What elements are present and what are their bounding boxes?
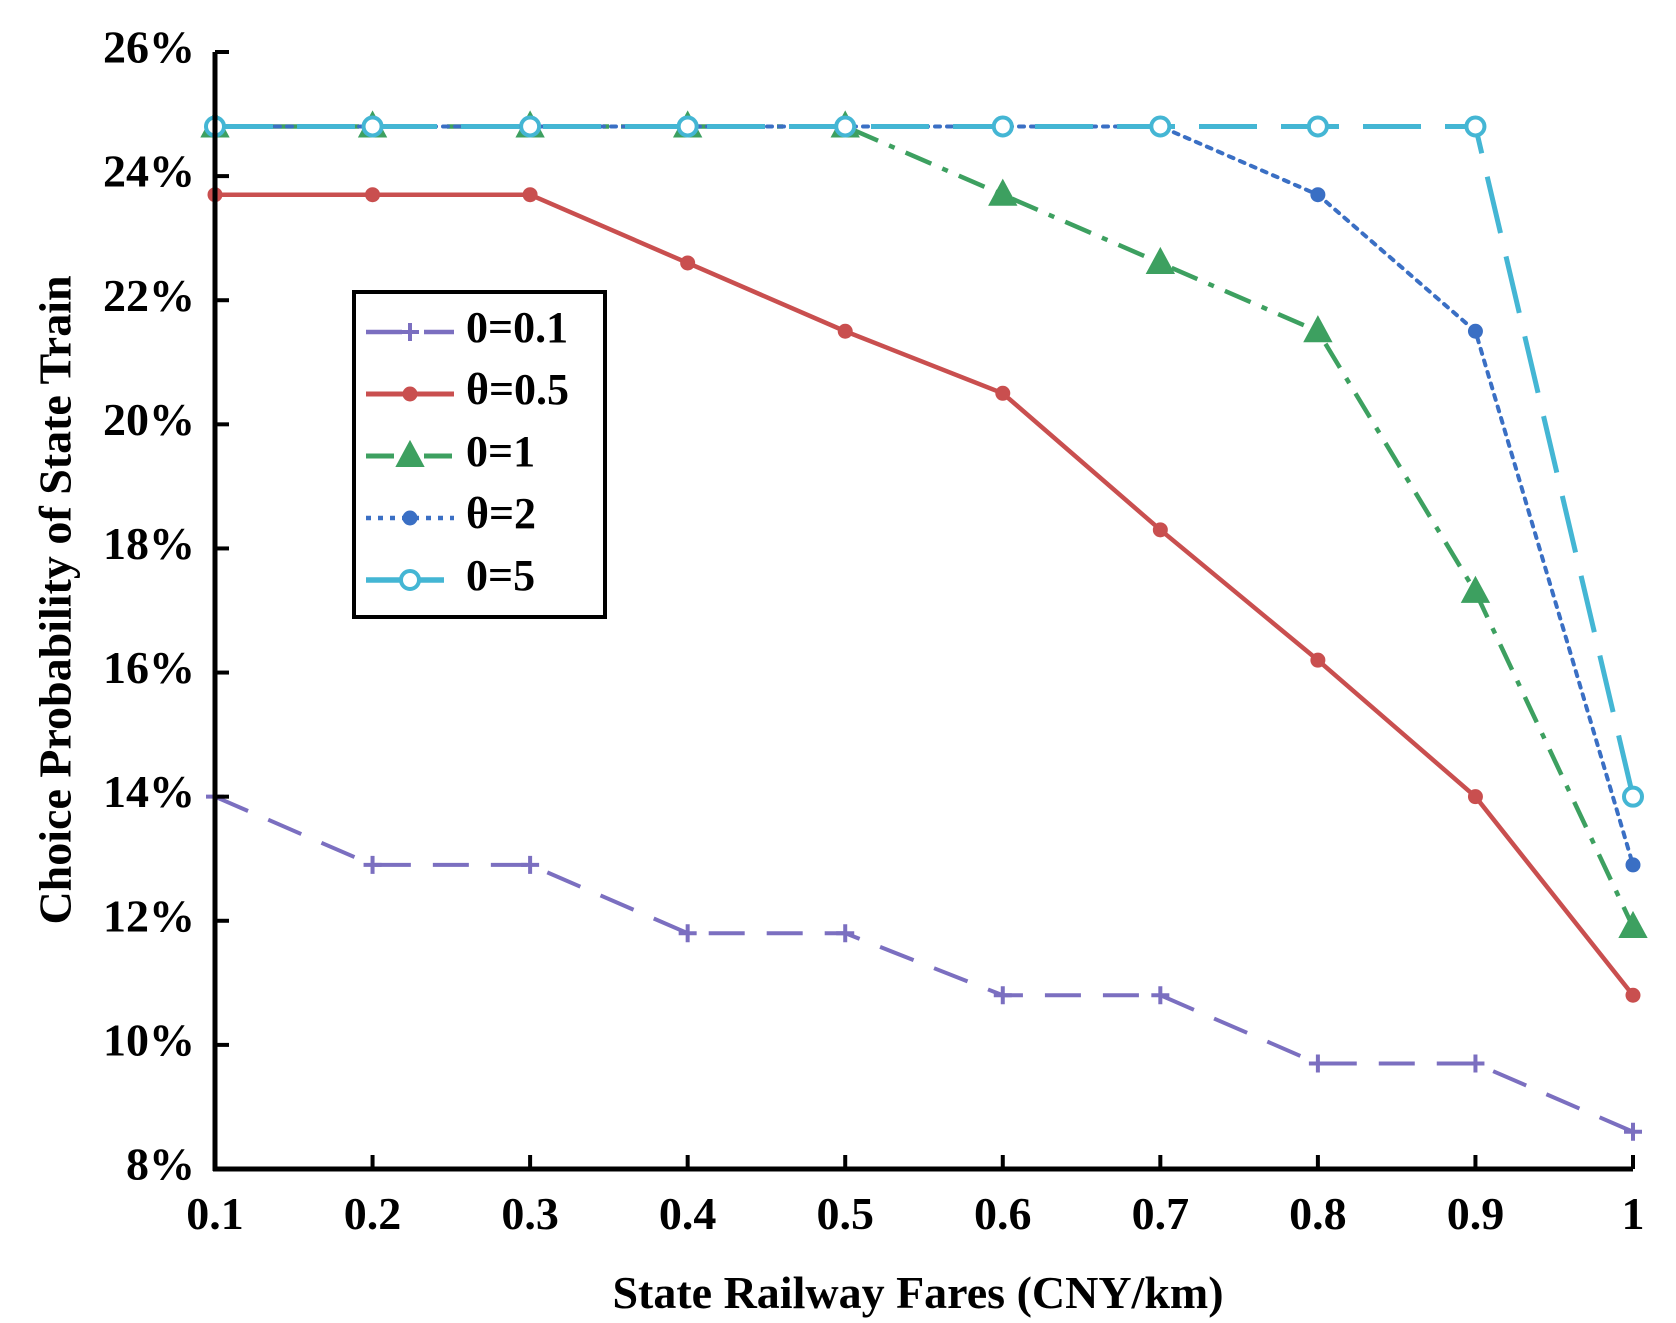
series-4-point-8 xyxy=(1310,187,1326,203)
series-2-point-3 xyxy=(522,187,538,203)
series-4-point-10 xyxy=(1625,857,1641,873)
series-2-point-5 xyxy=(837,323,853,339)
y-tick-label: 8% xyxy=(126,1139,195,1190)
series-1-point-10 xyxy=(1624,1122,1642,1141)
series-5-point-8 xyxy=(1306,115,1329,138)
series-5-point-7 xyxy=(1149,115,1172,138)
series-1-point-8 xyxy=(1308,1054,1327,1073)
x-tick-label: 0.9 xyxy=(1447,1188,1505,1239)
legend-marker-1 xyxy=(401,323,419,341)
series-2-point-7 xyxy=(1152,522,1168,538)
legend-entry-2: θ=0.5 xyxy=(366,365,569,414)
series-1-point-6 xyxy=(993,986,1012,1005)
series-2-point-10 xyxy=(1625,987,1641,1003)
x-tick-label: 1 xyxy=(1622,1188,1645,1239)
y-axis-title: Choice Probability of State Train xyxy=(30,275,81,924)
x-axis-title: State Railway Fares (CNY/km) xyxy=(612,1267,1223,1318)
series-5-point-6 xyxy=(991,115,1014,138)
axes-layer xyxy=(212,52,1633,1172)
legend-entry-3: 0=1 xyxy=(366,427,535,476)
legend-entry-5: 0=5 xyxy=(366,551,535,600)
series-2-point-9 xyxy=(1467,789,1483,805)
legend-label: θ=2 xyxy=(466,489,536,538)
y-tick-label: 22% xyxy=(103,270,195,321)
series-2 xyxy=(207,187,1641,1003)
legend-entry-4: θ=2 xyxy=(366,489,536,538)
legend: 0=0.1 θ=0.5 0=1 θ=2 0=5 xyxy=(352,290,607,619)
series-5-point-4 xyxy=(676,115,699,138)
series-1-point-5 xyxy=(836,924,855,943)
x-tick-label: 0.5 xyxy=(816,1188,874,1239)
series-1-point-7 xyxy=(1151,986,1170,1005)
series-line-1 xyxy=(214,794,1634,1134)
y-tick-label: 26% xyxy=(103,22,195,73)
series-2-point-4 xyxy=(680,255,696,271)
series-2-point-2 xyxy=(365,187,381,203)
series-1 xyxy=(206,787,1642,1141)
series-2-point-6 xyxy=(995,385,1011,401)
series-3-point-10 xyxy=(1618,910,1648,938)
legend-label: 0=0.1 xyxy=(466,303,568,352)
series-1-point-2 xyxy=(363,855,382,874)
x-tick-label: 0.3 xyxy=(501,1188,559,1239)
x-tick-label: 0.8 xyxy=(1289,1188,1347,1239)
ticks-layer: 8% 10% 12% 14% 16% 18% 20% 22% 24% 26% 0.1 0.2 0.3 0.… xyxy=(103,22,1645,1239)
y-tick-label: 18% xyxy=(103,518,195,569)
series-5-point-10 xyxy=(1622,785,1644,808)
legend-marker-3 xyxy=(395,439,425,467)
y-tick-label: 14% xyxy=(103,766,195,817)
series-line-3 xyxy=(215,124,1636,928)
series-2-point-8 xyxy=(1310,652,1326,668)
y-tick-label: 12% xyxy=(103,890,195,941)
legend-label: θ=0.5 xyxy=(466,365,569,414)
legend-label: 0=5 xyxy=(466,551,535,600)
series-3-point-6 xyxy=(988,178,1018,206)
series-5-point-9 xyxy=(1464,115,1487,138)
legend-entry-1: 0=0.1 xyxy=(366,303,568,352)
y-tick-label: 24% xyxy=(103,146,195,197)
x-tick-label: 0.4 xyxy=(659,1188,717,1239)
x-tick-label: 0.6 xyxy=(974,1188,1032,1239)
y-tick-label: 10% xyxy=(103,1014,195,1065)
legend-marker-5 xyxy=(399,569,421,591)
series-3-point-9 xyxy=(1460,575,1491,603)
series-1-point-9 xyxy=(1466,1054,1485,1073)
legend-box xyxy=(352,290,607,619)
legend-marker-4 xyxy=(402,510,418,526)
series-line-2 xyxy=(215,192,1635,997)
x-tick-label: 0.7 xyxy=(1132,1188,1190,1239)
x-tick-label: 0.2 xyxy=(344,1188,402,1239)
series-1-point-4 xyxy=(678,924,697,943)
y-tick-label: 16% xyxy=(103,642,195,693)
series-1-point-3 xyxy=(521,855,540,874)
series-3-point-7 xyxy=(1145,246,1176,274)
series-5-point-2 xyxy=(361,115,384,138)
legend-label: 0=1 xyxy=(466,427,535,476)
series-5-point-3 xyxy=(519,115,542,138)
y-tick-label: 20% xyxy=(103,394,195,445)
series-line-5 xyxy=(215,123,1636,798)
legend-marker-2 xyxy=(402,386,418,402)
series-4-point-9 xyxy=(1467,323,1483,339)
x-tick-label: 0.1 xyxy=(186,1188,244,1239)
series-5-point-5 xyxy=(834,115,857,138)
series-3-point-8 xyxy=(1303,315,1333,343)
series-layer xyxy=(200,110,1648,1141)
